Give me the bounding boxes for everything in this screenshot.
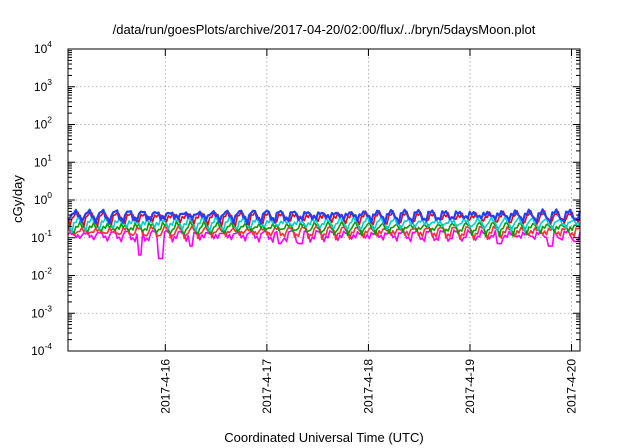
series-layer [67,208,582,260]
y-tick-label: 10-3 [31,303,52,320]
y-tick-label: 104 [34,39,52,56]
series-line-5 [67,208,582,226]
series-line-0 [67,228,581,260]
y-tick-label: 102 [34,115,52,132]
x-tick-label: 2017-4-16 [158,359,172,414]
series-line-3 [67,215,581,233]
x-tick-label: 2017-4-17 [260,359,274,414]
x-tick-label: 2017-4-19 [463,359,477,414]
x-tick-label: 2017-4-18 [361,359,375,414]
x-tick-label: 2017-4-20 [565,359,579,414]
x-axis-label: Coordinated Universal Time (UTC) [224,430,423,445]
y-axis-label: cGy/day [10,175,25,223]
y-tick-label: 103 [34,77,52,94]
plot-frame [67,48,581,352]
series-line-1 [67,224,581,241]
grid-layer [68,49,580,351]
y-tick-label: 10-1 [31,228,52,245]
y-tick-label: 101 [34,152,52,169]
y-tick-label: 100 [34,190,52,207]
axis-layer: 10-4 10-3 10-2 10-1 100 101 102 103 104 2017-4-16… [31,39,580,414]
y-tick-label: 10-4 [31,341,52,358]
chart-title: /data/run/goesPlots/archive/2017-04-20/0… [113,22,536,37]
y-tick-label: 10-2 [31,266,52,283]
